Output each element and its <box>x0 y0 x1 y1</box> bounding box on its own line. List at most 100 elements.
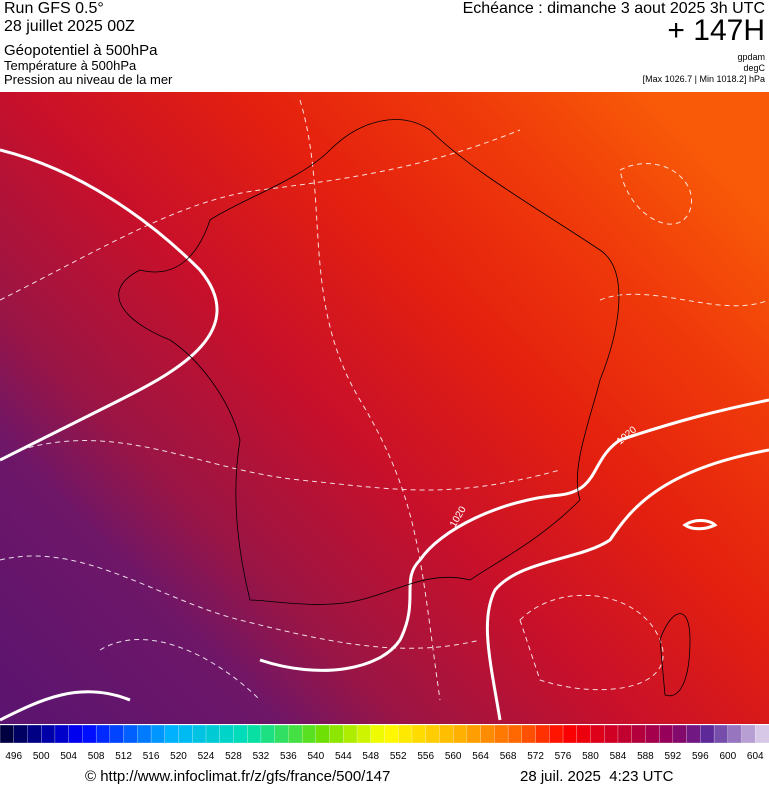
colorbar-swatch <box>672 724 688 744</box>
echeance: Echéance : dimanche 3 aout 2025 3h UTC <box>462 0 765 17</box>
unit: gpdam <box>737 52 765 62</box>
colorbar-swatch <box>480 724 495 744</box>
colorbar-label: 604 <box>747 751 764 762</box>
colorbar-swatch <box>137 724 152 744</box>
colorbar-label: 532 <box>253 751 270 762</box>
colorbar-swatch <box>54 724 70 744</box>
colorbar-swatch <box>755 724 769 744</box>
colorbar-swatch <box>0 724 15 744</box>
colorbar-swatch <box>68 724 83 744</box>
colorbar-swatch <box>658 724 674 744</box>
colorbar-swatch <box>301 724 317 744</box>
colorbar-label: 564 <box>472 751 489 762</box>
colorbar-swatch <box>439 724 454 744</box>
colorbar-swatch <box>205 724 221 744</box>
colorbar-swatch <box>315 724 331 744</box>
colorbar-swatch <box>343 724 358 744</box>
colorbar-label: 500 <box>33 751 50 762</box>
colorbar-label: 540 <box>307 751 324 762</box>
colorbar-label: 556 <box>417 751 434 762</box>
colorbar-swatch <box>150 724 166 744</box>
colorbar-swatch <box>590 724 605 744</box>
colorbar-swatch <box>576 724 591 744</box>
colorbar-swatch <box>453 724 468 744</box>
colorbar-label: 552 <box>390 751 407 762</box>
run-date: 28 juillet 2025 00Z <box>4 18 135 35</box>
footer-timestamp: 28 juil. 2025 4:23 UTC <box>520 768 674 785</box>
colorbar-swatch <box>741 724 756 744</box>
coastline <box>118 119 691 697</box>
colorbar-swatch <box>219 724 234 744</box>
colorbar-swatch <box>521 724 537 744</box>
contours-isobar <box>0 148 769 722</box>
colorbar-label: 596 <box>692 751 709 762</box>
colorbar-swatch <box>288 724 303 744</box>
colorbar-swatch <box>631 724 646 744</box>
colorbar-label: 592 <box>665 751 682 762</box>
colorbar-label: 548 <box>362 751 379 762</box>
colorbar-label: 528 <box>225 751 242 762</box>
colorbar-label: 584 <box>610 751 627 762</box>
colorbar-label: 508 <box>88 751 105 762</box>
colorbar-swatch <box>604 724 619 744</box>
colorbar-swatch <box>41 724 56 744</box>
colorbar-swatch <box>164 724 179 744</box>
colorbar-swatch <box>411 724 427 744</box>
colorbar-label: 504 <box>60 751 77 762</box>
colorbar-swatch <box>562 724 578 744</box>
colorbar-swatch <box>686 724 701 744</box>
colorbar-swatch <box>247 724 262 744</box>
colorbar-swatch <box>329 724 344 744</box>
colorbar-swatch <box>109 724 125 744</box>
colorbar-swatch <box>549 724 564 744</box>
colorbar-swatch <box>700 724 715 744</box>
colorbar-label: 580 <box>582 751 599 762</box>
unit: degC <box>743 63 765 73</box>
colorbar: 496 500 504 508 512 516 520 524 528 532 536 540 544 5… <box>0 724 769 762</box>
colorbar-swatch <box>82 724 97 744</box>
colorbar-label: 536 <box>280 751 297 762</box>
colorbar-label: 520 <box>170 751 187 762</box>
colorbar-swatch <box>494 724 509 744</box>
colorbar-swatch <box>356 724 372 744</box>
map-field <box>0 92 769 724</box>
colorbar-swatch <box>274 724 289 744</box>
colorbar-swatch <box>370 724 385 744</box>
colorbar-swatch <box>507 724 523 744</box>
colorbar-swatch <box>617 724 633 744</box>
colorbar-label: 572 <box>527 751 544 762</box>
extremes: [Max 1026.7 | Min 1018.2] hPa <box>642 74 765 84</box>
colorbar-swatch <box>27 724 42 744</box>
colorbar-swatch <box>713 724 729 744</box>
colorbar-label: 524 <box>198 751 215 762</box>
offset: + 147H <box>667 14 765 47</box>
colorbar-swatch <box>398 724 413 744</box>
colorbar-label: 600 <box>719 751 736 762</box>
colorbar-swatch <box>727 724 742 744</box>
colorbar-swatch <box>384 724 399 744</box>
colorbar-label: 512 <box>115 751 132 762</box>
colorbar-swatch <box>233 724 248 744</box>
colorbar-swatch <box>178 724 193 744</box>
colorbar-label: 560 <box>445 751 462 762</box>
run: Run GFS 0.5° <box>4 0 104 17</box>
layer: Température à 500hPa <box>4 58 137 73</box>
colorbar-label: 576 <box>555 751 572 762</box>
colorbar-swatch <box>466 724 482 744</box>
colorbar-label: 588 <box>637 751 654 762</box>
colorbar-swatch <box>260 724 276 744</box>
colorbar-swatch <box>13 724 28 744</box>
colorbar-swatch <box>425 724 440 744</box>
colorbar-label: 516 <box>143 751 160 762</box>
colorbar-swatch <box>535 724 550 744</box>
colorbar-swatch <box>192 724 207 744</box>
colorbar-label: 544 <box>335 751 352 762</box>
layer: Géopotentiel à 500hPa <box>4 42 158 59</box>
colorbar-label: 568 <box>500 751 517 762</box>
layer: Pression au niveau de la mer <box>4 72 173 87</box>
footer-url: © http://www.infoclimat.fr/z/gfs/france/… <box>85 768 391 785</box>
colorbar-swatch <box>645 724 660 744</box>
colorbar-swatch <box>95 724 111 744</box>
